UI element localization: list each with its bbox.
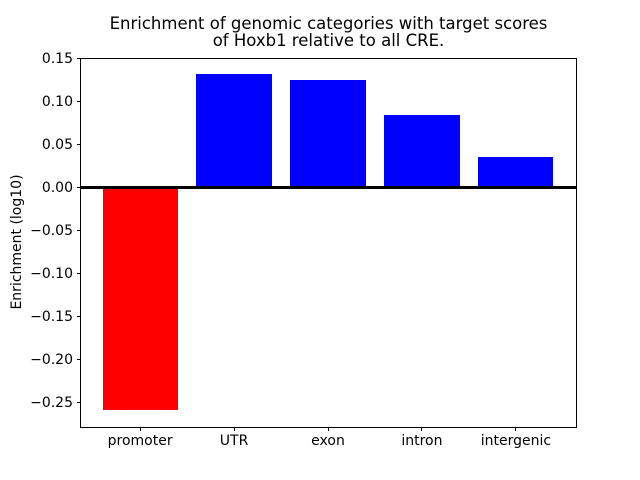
y-tick-label: 0.00: [41, 179, 73, 196]
x-tick-label-UTR: UTR: [219, 433, 249, 450]
y-tick-label: −0.10: [30, 265, 73, 282]
x-tick-mark: [515, 427, 517, 432]
y-tick-mark: [76, 187, 81, 189]
y-tick-label: 0.05: [41, 136, 73, 153]
chart-title: Enrichment of genomic categories with ta…: [80, 15, 577, 49]
y-tick-mark: [76, 402, 81, 404]
y-tick-label: −0.05: [30, 222, 73, 239]
bar-UTR: [196, 74, 272, 188]
x-tick-label-promoter: promoter: [107, 433, 173, 450]
y-tick-mark: [76, 273, 81, 275]
y-tick-label: −0.20: [30, 351, 73, 368]
bar-exon: [290, 80, 366, 188]
y-tick-mark: [76, 359, 81, 361]
bar-promoter: [102, 187, 178, 411]
x-tick-label-exon: exon: [311, 433, 345, 450]
x-tick-label-intron: intron: [401, 433, 443, 450]
bars-layer: [80, 58, 577, 429]
y-tick-mark: [76, 316, 81, 318]
y-tick-label: −0.25: [30, 394, 73, 411]
bar-intron: [384, 114, 460, 188]
chart-title-line1: Enrichment of genomic categories with ta…: [109, 14, 548, 33]
y-tick-label: 0.10: [41, 93, 73, 110]
zero-line: [80, 186, 577, 190]
x-tick-mark: [421, 427, 423, 432]
bar-intergenic: [478, 156, 554, 188]
x-tick-label-intergenic: intergenic: [480, 433, 552, 450]
x-tick-mark: [233, 427, 235, 432]
y-tick-mark: [76, 144, 81, 146]
plot-area: [80, 57, 577, 429]
y-tick-mark: [76, 230, 81, 232]
x-tick-mark: [139, 427, 141, 432]
y-tick-label: −0.15: [30, 308, 73, 325]
chart-title-line2: of Hoxb1 relative to all CRE.: [212, 31, 445, 50]
y-tick-mark: [76, 101, 81, 103]
y-tick-label: 0.15: [41, 50, 73, 67]
y-tick-mark: [76, 58, 81, 60]
x-tick-mark: [327, 427, 329, 432]
